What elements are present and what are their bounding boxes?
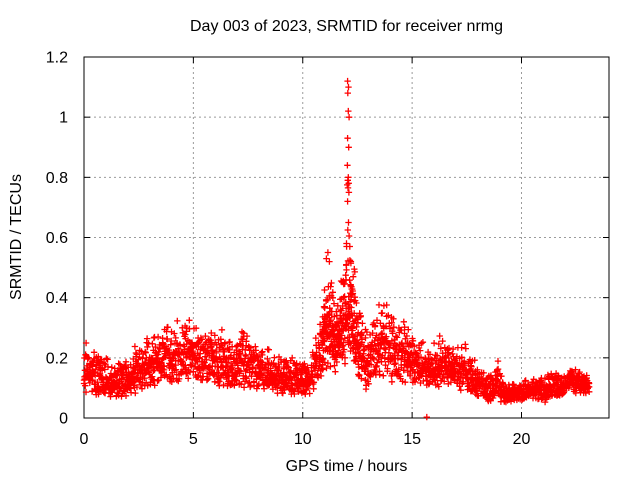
tick-labels: 0 5 10 15 20 0 0.2 0.4 0.6 0.8 1 1.2 [46,50,531,449]
svg-text:1.2: 1.2 [46,50,68,67]
svg-text:0.2: 0.2 [46,350,68,367]
svg-text:10: 10 [294,431,312,448]
chart-title: Day 003 of 2023, SRMTID for receiver nrm… [189,18,503,35]
y-axis-label: SRMTID / TECUs [8,174,25,300]
svg-text:1: 1 [59,110,68,127]
data-points [80,77,593,421]
x-axis-label: GPS time / hours [285,458,408,475]
svg-text:0.8: 0.8 [46,170,68,187]
svg-text:15: 15 [403,431,421,448]
svg-text:20: 20 [513,431,531,448]
svg-text:0.4: 0.4 [46,290,68,307]
svg-text:0: 0 [59,411,68,428]
svg-text:5: 5 [189,431,198,448]
svg-text:0.6: 0.6 [46,230,68,247]
axis-border [83,56,610,419]
svg-text:0: 0 [80,431,89,448]
